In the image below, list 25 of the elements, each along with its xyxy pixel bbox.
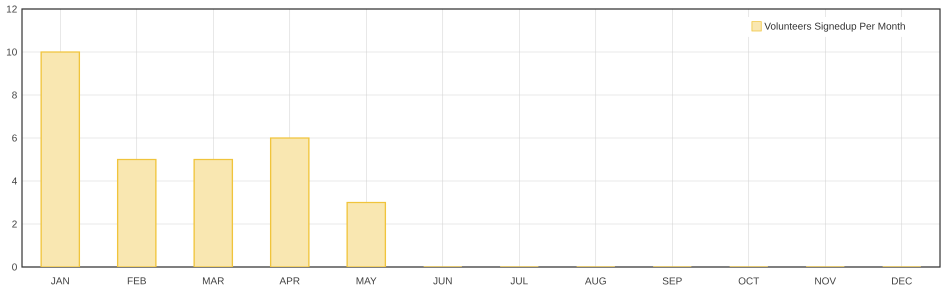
x-tick-label: OCT — [738, 277, 760, 284]
x-tick-label: SEP — [662, 277, 682, 284]
y-tick-label: 6 — [12, 134, 17, 142]
x-tick-label: DEC — [892, 277, 912, 284]
x-tick-label: JUN — [433, 277, 452, 284]
y-tick-label: 12 — [6, 6, 17, 12]
y-tick-label: 10 — [6, 48, 17, 56]
x-tick-label: NOV — [815, 277, 836, 284]
x-tick-label: AUG — [584, 277, 606, 284]
bar — [116, 158, 157, 267]
y-tick-label: 8 — [12, 91, 17, 99]
bar — [193, 158, 234, 267]
bar — [40, 51, 80, 267]
legend-label: Volunteers Signedup Per Month — [764, 22, 905, 32]
x-tick-label: JUL — [510, 277, 528, 284]
x-tick-label: JAN — [50, 277, 69, 284]
x-tick-label: MAY — [356, 277, 376, 284]
y-tick-label: 2 — [12, 220, 17, 228]
y-tick-label: 0 — [12, 263, 17, 271]
x-tick-label: MAR — [202, 277, 224, 284]
y-tick-label: 4 — [12, 178, 18, 184]
bar — [270, 137, 310, 267]
bar — [346, 202, 386, 267]
x-tick-label: APR — [279, 277, 300, 284]
x-tick-label: FEB — [128, 277, 146, 284]
